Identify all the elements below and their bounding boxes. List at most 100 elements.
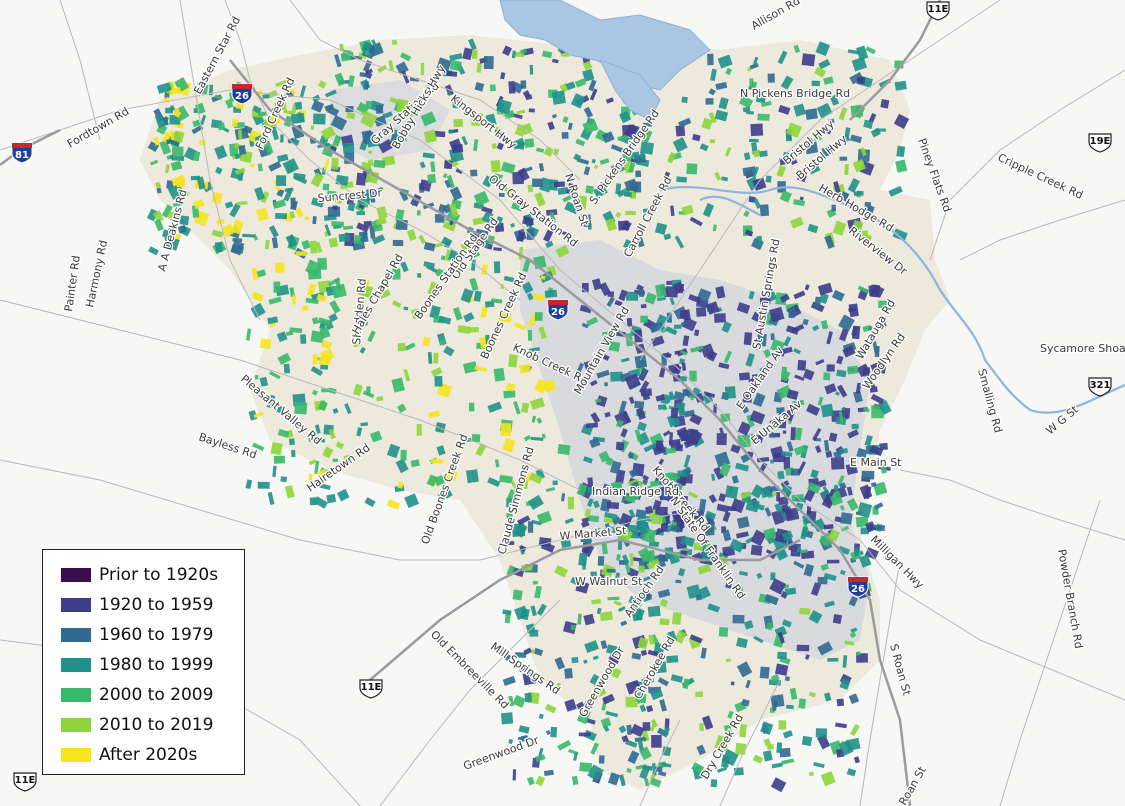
parcel (828, 432, 838, 442)
parcel (802, 318, 809, 326)
parcel (524, 138, 535, 148)
parcel (607, 653, 621, 665)
parcel (743, 152, 751, 161)
parcel (851, 325, 861, 340)
parcel (365, 68, 373, 75)
parcel (283, 109, 294, 115)
parcel (643, 442, 657, 453)
parcel (873, 481, 888, 496)
watauga-river (659, 186, 1125, 414)
parcel (677, 568, 686, 577)
parcel (442, 221, 456, 232)
parcel (511, 202, 524, 212)
parcel (316, 293, 327, 303)
parcel (556, 682, 561, 689)
parcel (862, 324, 871, 333)
parcel (743, 210, 750, 218)
parcel (236, 201, 248, 206)
parcel (192, 119, 201, 128)
parcel (313, 113, 326, 125)
parcel (356, 222, 370, 233)
parcel (369, 225, 376, 239)
parcel (670, 674, 684, 683)
parcel (856, 447, 868, 459)
parcel (860, 147, 867, 157)
parcel (200, 114, 207, 126)
shield-label: 11E (928, 4, 949, 15)
parcel (308, 437, 314, 443)
parcel (256, 207, 269, 222)
parcel (628, 396, 635, 405)
parcel (519, 608, 530, 621)
parcel (179, 215, 190, 226)
parcel (294, 402, 308, 415)
parcel (232, 237, 243, 243)
parcel (322, 183, 330, 191)
parcel (861, 470, 875, 480)
parcel (759, 297, 771, 305)
parcel (859, 550, 864, 556)
parcel (520, 80, 527, 89)
parcel (663, 171, 671, 179)
parcel (545, 487, 556, 493)
parcel (168, 227, 175, 235)
parcel (657, 588, 671, 599)
parcel (271, 106, 281, 116)
parcel (771, 762, 783, 769)
parcel (764, 593, 779, 606)
parcel (866, 380, 876, 390)
parcel (812, 428, 822, 441)
parcel (824, 600, 835, 608)
parcel (734, 585, 744, 598)
parcel (780, 503, 790, 513)
parcel (793, 290, 806, 300)
parcel (550, 726, 558, 738)
parcel (245, 479, 253, 490)
parcel (524, 472, 532, 482)
parcel (516, 230, 526, 242)
parcel (602, 354, 610, 361)
parcel (666, 655, 679, 664)
parcel (830, 457, 845, 470)
parcel (651, 735, 662, 748)
parcel (649, 321, 664, 334)
parcel (588, 223, 592, 230)
parcel (435, 214, 445, 223)
parcel (211, 191, 223, 205)
shield-us: 11E (926, 1, 950, 21)
parcel (161, 204, 173, 218)
parcel (427, 281, 438, 296)
parcel (538, 713, 544, 720)
parcel (295, 207, 304, 218)
parcel (852, 159, 867, 173)
shield-label: 11E (361, 682, 382, 693)
parcel (714, 451, 731, 468)
parcel (837, 475, 845, 486)
parcel (466, 469, 479, 484)
parcel (749, 78, 754, 89)
parcel (434, 376, 443, 387)
parcel (801, 53, 816, 67)
parcel (662, 430, 671, 437)
parcel (692, 133, 701, 142)
parcel (252, 105, 262, 114)
parcel (624, 124, 638, 139)
parcel (434, 130, 446, 138)
parcel (522, 215, 535, 227)
parcel (724, 386, 736, 399)
parcel (487, 401, 503, 413)
parcel (840, 512, 853, 525)
parcel (670, 407, 679, 419)
parcel (462, 437, 472, 443)
parcel (776, 165, 786, 178)
parcel (501, 161, 516, 174)
parcel (681, 204, 694, 216)
parcel (268, 225, 279, 238)
parcel (716, 433, 727, 446)
parcel (750, 544, 763, 556)
parcel (578, 732, 591, 737)
parcel (797, 461, 806, 475)
parcel (717, 766, 728, 773)
interstate-26 (229, 59, 912, 806)
